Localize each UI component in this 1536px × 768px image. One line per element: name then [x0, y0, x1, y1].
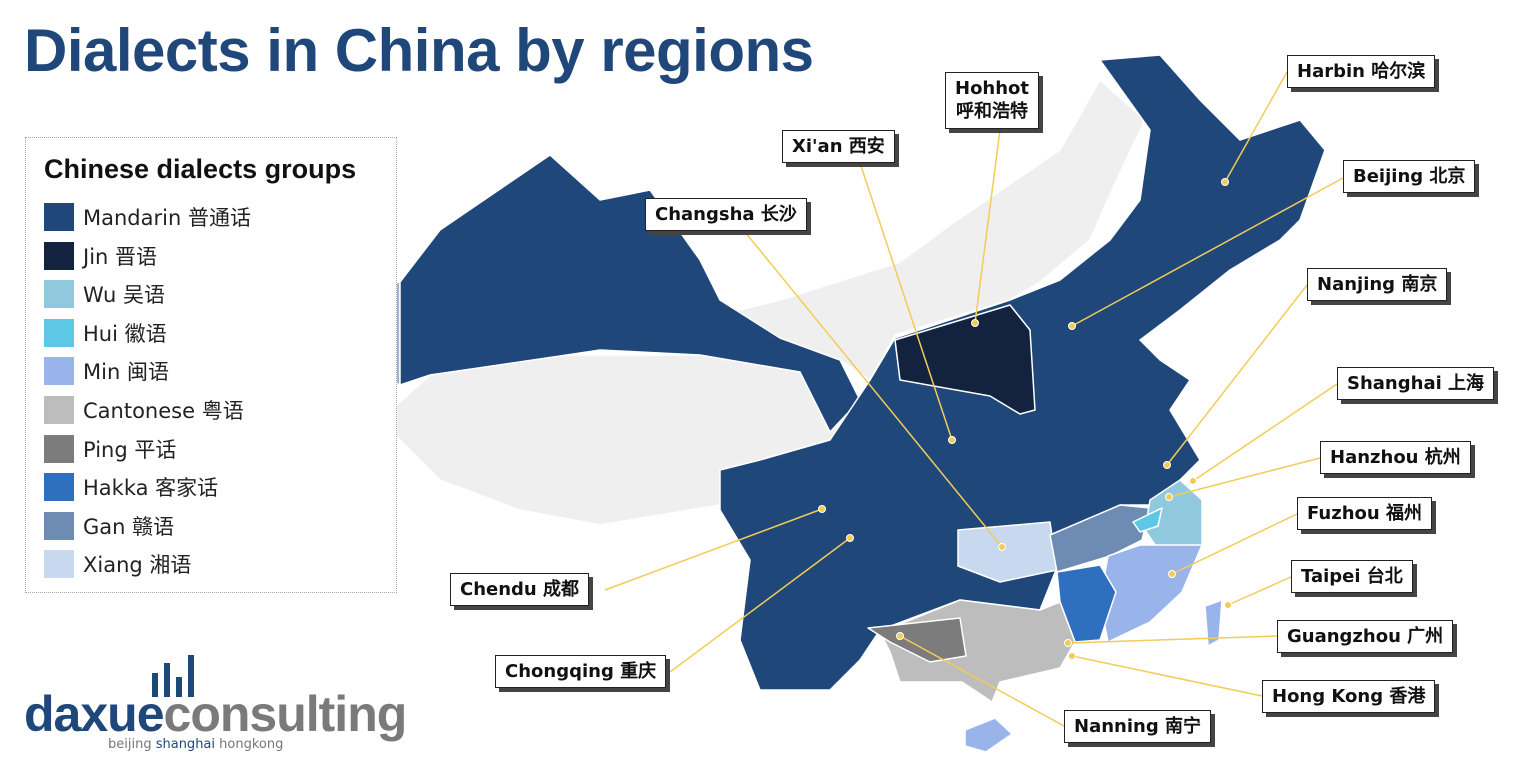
leader-line — [604, 508, 823, 591]
legend-item: Mandarin 普通话 — [44, 202, 251, 232]
region — [1132, 507, 1163, 533]
city-dot — [971, 319, 979, 327]
legend-label: Jin 晋语 — [83, 244, 158, 269]
legend-label: Min 闽语 — [83, 360, 169, 385]
leader-line — [1071, 655, 1263, 697]
city-dot — [1221, 178, 1229, 186]
legend-item: Hui 徽语 — [44, 318, 167, 348]
city-label: Harbin 哈尔滨 — [1287, 55, 1436, 89]
legend-item: Xiang 湘语 — [44, 549, 191, 579]
leader-line — [859, 162, 953, 441]
legend-swatch — [44, 511, 74, 540]
leader-line — [1168, 457, 1321, 498]
tagline: beijing — [108, 737, 156, 752]
legend-item: Ping 平话 — [44, 434, 176, 464]
city-dot — [998, 543, 1006, 551]
legend-label: Mandarin 普通话 — [83, 206, 251, 230]
legend-swatch — [44, 318, 74, 347]
city-label: Changsha 长沙 — [645, 198, 807, 232]
legend-swatch — [44, 396, 74, 424]
logo-brand-b: consulting — [163, 686, 408, 742]
logo-brand-a: daxue — [24, 686, 165, 742]
logo-tagline: beijing shanghai hongkong — [108, 737, 283, 752]
leader-line — [899, 635, 1065, 727]
city-label: Hong Kong 香港 — [1262, 680, 1436, 714]
logo-wordmark: daxueconsulting — [24, 685, 408, 743]
city-dot — [1189, 477, 1197, 485]
leader-line — [1071, 177, 1344, 327]
region — [399, 154, 861, 433]
logo-icon — [152, 655, 194, 697]
legend-label: Gan 赣语 — [83, 514, 175, 539]
city-dot — [818, 505, 826, 513]
legend-label: Cantonese 粤语 — [83, 399, 244, 423]
page-title: Dialects in China by regions — [24, 17, 814, 84]
leader-line — [1227, 576, 1292, 606]
legend-label: Ping 平话 — [83, 437, 177, 462]
city-dot — [1068, 322, 1076, 330]
city-label: Chendu 成都 — [450, 573, 590, 607]
legend-swatch — [44, 434, 74, 463]
city-label: Hohhot 呼和浩特 — [945, 72, 1040, 129]
legend: Chinese dialects groups Mandarin 普通话 Jin … — [25, 137, 397, 593]
leader-line — [1224, 71, 1288, 183]
city-dot — [1163, 461, 1171, 469]
city-label: Hanzhou 杭州 — [1320, 441, 1471, 475]
city-dot — [1068, 652, 1076, 660]
city-label: Fuzhou 福州 — [1297, 497, 1432, 531]
leader-line — [1067, 635, 1278, 644]
legend-swatch — [44, 203, 74, 231]
legend-item: Gan 赣语 — [44, 511, 174, 541]
legend-swatch — [44, 241, 74, 270]
city-label: Xi'an 西安 — [782, 130, 895, 164]
legend-swatch — [44, 550, 74, 579]
legend-title: Chinese dialects groups — [44, 154, 357, 184]
legend-item: Hakka 客家话 — [44, 472, 218, 502]
leader-line — [1171, 513, 1298, 575]
leader-line — [744, 231, 1003, 548]
city-dot — [1168, 570, 1176, 578]
region — [894, 304, 1036, 415]
legend-item: Min 闽语 — [44, 356, 169, 386]
region — [1204, 599, 1223, 647]
city-dot — [948, 436, 956, 444]
city-label: Beijing 北京 — [1343, 160, 1476, 194]
legend-label: Wu 吴语 — [83, 283, 166, 308]
city-label: Nanning 南宁 — [1064, 710, 1211, 744]
leader-line — [1166, 284, 1308, 466]
leader-line — [974, 129, 1001, 324]
legend-swatch — [44, 473, 74, 502]
legend-label: Xiang 湘语 — [83, 553, 192, 578]
region — [964, 717, 1013, 753]
legend-swatch — [44, 280, 74, 309]
city-dot — [1165, 493, 1173, 501]
city-label: Shanghai 上海 — [1337, 367, 1495, 401]
legend-label: Hakka 客家话 — [83, 476, 219, 501]
region — [867, 617, 967, 663]
legend-item: Wu 吴语 — [44, 279, 165, 309]
city-label: Nanjing 南京 — [1307, 268, 1448, 302]
leader-line — [669, 537, 851, 673]
city-dot — [846, 534, 854, 542]
city-label: Guangzhou 广州 — [1277, 620, 1454, 654]
leader-lines — [604, 71, 1344, 727]
tagline: shanghai — [155, 737, 216, 752]
city-label: Taipei 台北 — [1291, 560, 1413, 594]
city-dot — [896, 632, 904, 640]
city-dot — [1064, 639, 1072, 647]
leader-line — [1192, 383, 1338, 482]
city-dot — [1224, 601, 1232, 609]
city-label: Chongqing 重庆 — [495, 655, 667, 689]
legend-label: Hui 徽语 — [83, 321, 167, 346]
legend-item: Jin 晋语 — [44, 241, 157, 271]
region — [957, 521, 1058, 583]
legend-item: Cantonese 粤语 — [44, 395, 244, 425]
tagline: hongkong — [215, 737, 284, 752]
legend-swatch — [44, 357, 74, 386]
